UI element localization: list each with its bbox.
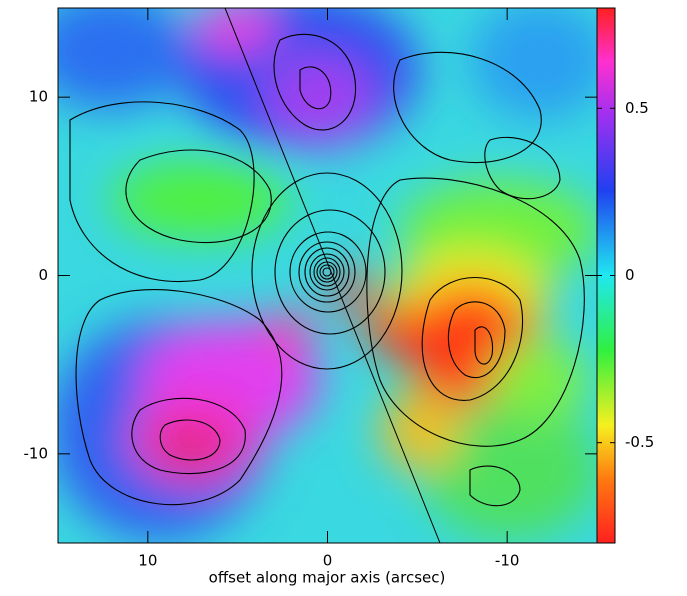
x-tick-label: -10: [495, 552, 520, 570]
x-axis-label: offset along major axis (arcsec): [209, 569, 446, 587]
y-tick-label: 0: [38, 266, 48, 284]
slit-line: [224, 8, 441, 543]
contours: [69, 33, 585, 507]
colorbar-tick-label: 0: [625, 266, 635, 284]
x-tick-label: 0: [323, 552, 333, 570]
colorbar-tick-label: -0.5: [625, 433, 654, 451]
y-tick-label: 10: [29, 88, 48, 106]
x-tick-label: 10: [138, 552, 157, 570]
colorbar-tick-label: 0.5: [625, 99, 649, 117]
intensity-map: [58, 8, 597, 543]
y-tick-label: -10: [24, 444, 49, 462]
